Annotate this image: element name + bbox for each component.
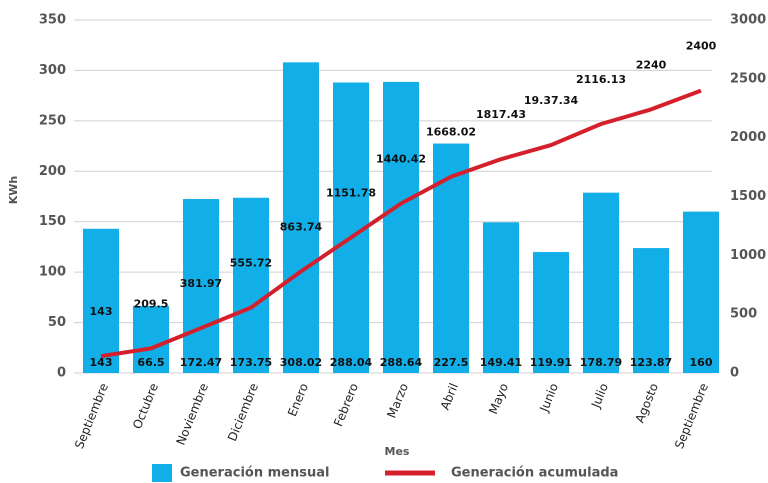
y2-tick-label: 2500: [730, 71, 766, 86]
y2-tick-label: 0: [730, 366, 739, 381]
y2-tick-label: 1500: [730, 189, 766, 204]
bar-value-label: 172.47: [180, 356, 222, 369]
bar-value-label: 288.04: [330, 356, 373, 369]
line: [100, 88, 702, 359]
line-value-label: 143: [90, 305, 113, 318]
bar: [533, 252, 569, 373]
legend-swatch: [152, 464, 172, 482]
bar: [483, 222, 519, 373]
x-tick-label: Enero: [285, 381, 311, 418]
y-tick-label: 300: [39, 63, 66, 78]
bar: [583, 192, 619, 373]
bar: [383, 81, 419, 374]
x-tick-label: Marzo: [384, 381, 411, 420]
x-tick-label: Diciembre: [225, 381, 261, 443]
bar-value-label: 66.5: [137, 356, 164, 369]
bar-value-label: 308.02: [280, 356, 322, 369]
x-tick-label: Octubre: [130, 381, 161, 431]
bar: [633, 248, 669, 373]
y-axis-title: KWh: [7, 176, 20, 205]
y2-tick-label: 1000: [730, 248, 766, 263]
line-value-label: 555.72: [230, 257, 272, 270]
line-value-label: 1151.78: [326, 186, 376, 199]
line-value-label: 2400: [686, 40, 717, 53]
bar-value-label: 143: [90, 356, 113, 369]
bar-value-label: 288.64: [380, 356, 423, 369]
bar-value-label: 119.91: [530, 356, 572, 369]
x-tick-label: Junio: [537, 381, 561, 414]
x-tick-label: Julio: [588, 381, 611, 410]
bar-value-label: 160: [690, 356, 713, 369]
bar: [233, 197, 269, 373]
legend-label: Generación acumulada: [451, 466, 618, 481]
y-tick-label: 200: [39, 164, 66, 179]
line-value-label: 19.37.34: [524, 94, 579, 107]
bar: [133, 305, 169, 373]
x-tick-label: Abril: [438, 381, 461, 412]
line-value-label: 381.97: [180, 277, 222, 290]
line-value-label: 2116.13: [576, 73, 626, 86]
line-value-label: 2240: [636, 58, 667, 71]
bar-value-label: 178.79: [580, 356, 622, 369]
y-tick-label: 100: [39, 265, 66, 280]
y-tick-label: 150: [39, 214, 66, 229]
y2-tick-label: 2000: [730, 130, 766, 145]
y-tick-label: 50: [48, 315, 66, 330]
y2-tick-label: 500: [730, 307, 757, 322]
bar: [683, 211, 719, 373]
bar-value-label: 227.5: [434, 356, 469, 369]
x-axis-title: Mes: [385, 445, 410, 458]
line-value-label: 863.74: [280, 220, 323, 233]
line-value-label: 1440.42: [376, 153, 426, 166]
bar-value-label: 123.87: [630, 356, 672, 369]
bar: [83, 228, 119, 373]
bar: [183, 199, 219, 373]
bar: [283, 62, 319, 373]
y2-tick-label: 3000: [730, 13, 766, 28]
x-tick-label: Mayo: [486, 381, 511, 416]
x-tick-label: Agosto: [633, 381, 662, 425]
y-tick-label: 350: [39, 13, 66, 28]
bar-value-label: 173.75: [230, 356, 272, 369]
bar-value-label: 149.41: [480, 356, 522, 369]
x-tick-label: Noviembre: [174, 381, 212, 447]
x-tick-label: Septiembre: [72, 381, 111, 451]
y-tick-label: 0: [57, 366, 66, 381]
line-value-label: 209.5: [134, 297, 169, 310]
line-value-label: 1817.43: [476, 108, 526, 121]
y-tick-label: 250: [39, 113, 66, 128]
legend-label: Generación mensual: [180, 466, 329, 481]
x-tick-label: Febrero: [331, 381, 361, 428]
line-value-label: 1668.02: [426, 126, 476, 139]
x-tick-label: Septiembre: [672, 381, 711, 451]
